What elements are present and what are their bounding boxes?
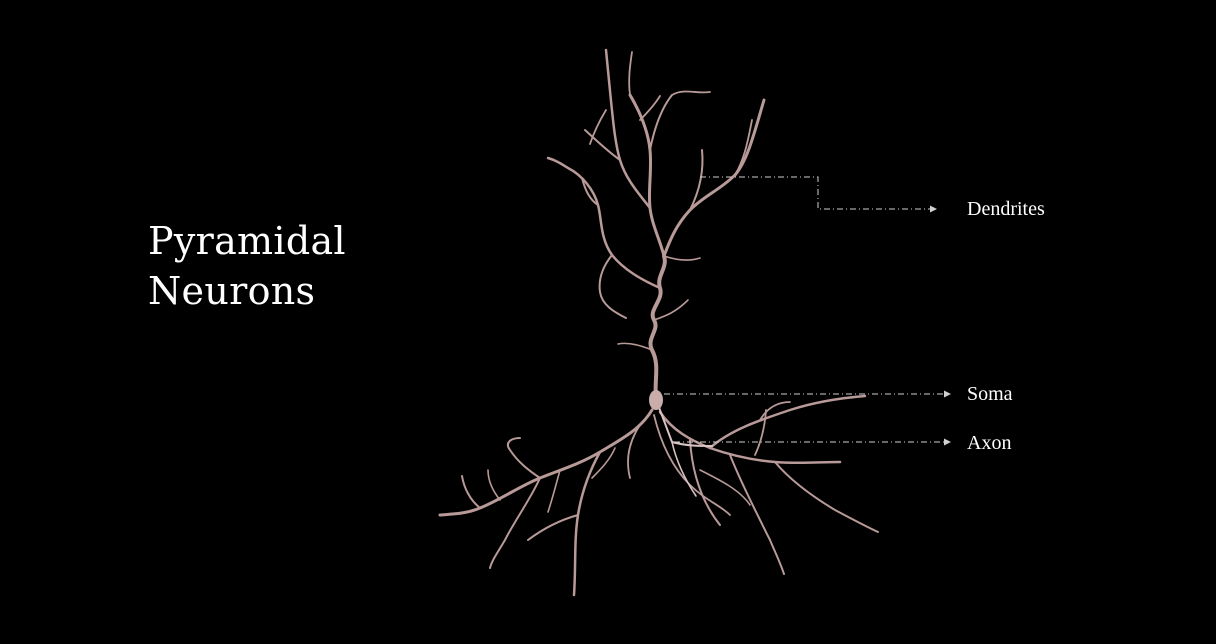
title-line-1: Pyramidal [148, 219, 346, 263]
basal-dendrites [438, 394, 879, 597]
leader-axon [674, 438, 951, 446]
label-soma: Soma [967, 383, 1013, 405]
slide-title: Pyramidal Neurons [148, 216, 346, 316]
axon-branch [657, 404, 713, 497]
label-axon: Axon [967, 432, 1012, 454]
label-dendrites: Dendrites [967, 198, 1045, 220]
leader-dendrites [700, 176, 937, 213]
soma [649, 390, 663, 410]
title-line-2: Neurons [148, 269, 316, 313]
leader-soma [664, 390, 951, 398]
apical-dendrites [546, 48, 766, 400]
